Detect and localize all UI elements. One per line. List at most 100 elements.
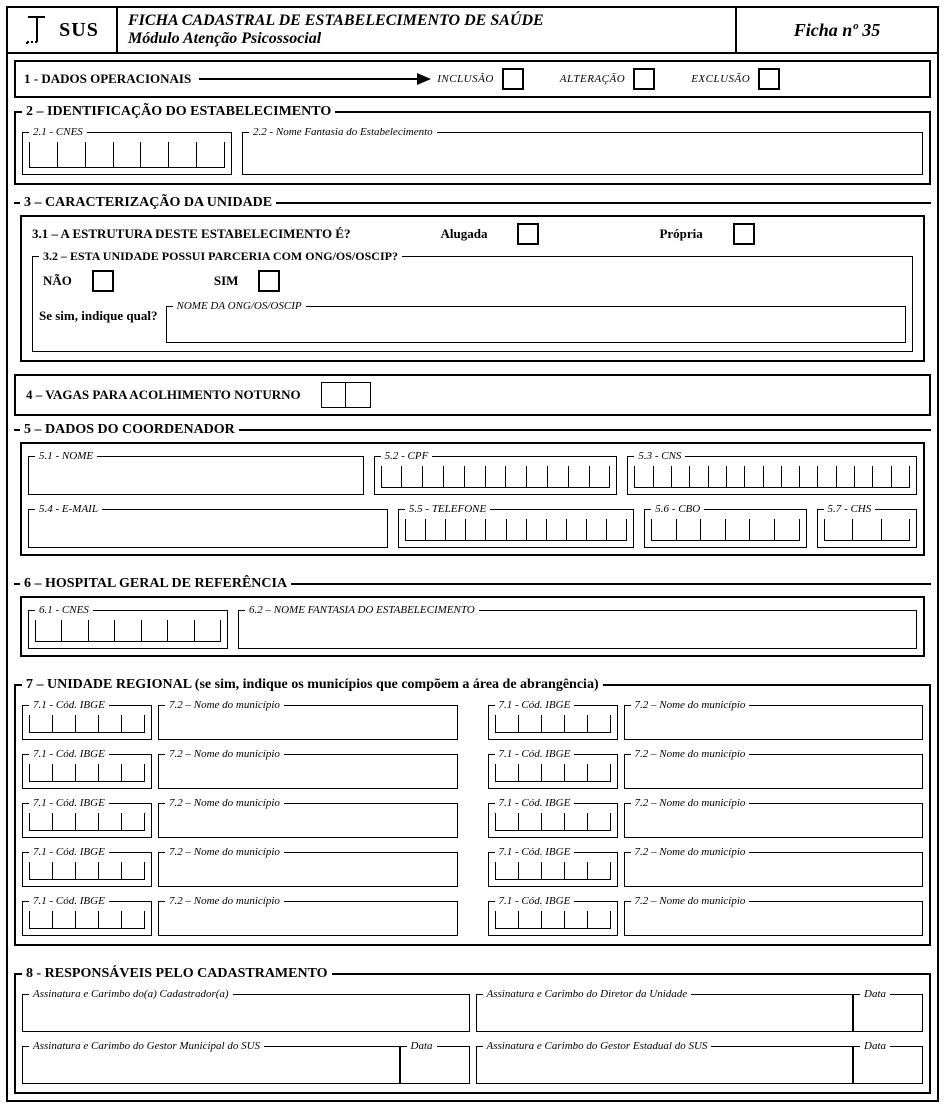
input-ibge[interactable] [29,764,145,782]
label-inclusao: INCLUSÃO [437,73,494,85]
input-telefone[interactable] [405,519,627,541]
input-ibge[interactable] [29,715,145,733]
input-municipio[interactable] [631,911,917,929]
input-municipio[interactable] [165,911,451,929]
label-7-1: 7.1 - Cód. IBGE [495,846,575,858]
label-7-2: 7.2 – Nome do município [165,748,284,760]
field-7-2-municipio: 7.2 – Nome do município [158,748,458,789]
checkbox-sim[interactable] [258,270,280,292]
section-8-responsaveis: 8 - RESPONSÁVEIS PELO CADASTRAMENTO Assi… [14,966,931,1094]
field-5-5-telefone: 5.5 - TELEFONE [398,503,634,548]
sec8-title: 8 - RESPONSÁVEIS PELO CADASTRAMENTO [22,966,332,982]
municipio-row: 7.1 - Cód. IBGE 7.2 – Nome do município [488,844,924,889]
field-7-1-ibge: 7.1 - Cód. IBGE [22,699,152,740]
input-municipio[interactable] [631,715,917,733]
sig-diretor-data[interactable]: Data [853,988,923,1032]
field-5-7-chs: 5.7 - CHS [817,503,917,548]
input-nome-fantasia[interactable] [249,142,916,168]
input-ibge[interactable] [495,764,611,782]
sec3-title: 3 – CARACTERIZAÇÃO DA UNIDADE [20,195,276,211]
label-7-1: 7.1 - Cód. IBGE [495,895,575,907]
municipio-grid: 7.1 - Cód. IBGE7.2 – Nome do município7.… [22,697,923,938]
municipio-row: 7.1 - Cód. IBGE 7.2 – Nome do município [22,746,458,791]
checkbox-propria[interactable] [733,223,755,245]
input-hosp-nome[interactable] [245,620,910,642]
header-title-2: Módulo Atenção Psicossocial [128,30,725,48]
input-vagas[interactable] [321,382,371,408]
checkbox-alugada[interactable] [517,223,539,245]
field-6-1-cnes: 6.1 - CNES [28,604,228,649]
sig-diretor[interactable]: Assinatura e Carimbo do Diretor da Unida… [476,988,854,1032]
sig-est-data[interactable]: Data [853,1040,923,1084]
input-cns[interactable] [634,466,910,488]
sig-mun-data[interactable]: Data [400,1040,470,1084]
section-4-vagas: 4 – VAGAS PARA ACOLHIMENTO NOTURNO [14,374,931,416]
field-7-2-municipio: 7.2 – Nome do município [158,895,458,936]
field-7-1-ibge: 7.1 - Cód. IBGE [22,748,152,789]
label-data-2: Data [407,1040,437,1052]
field-7-1-ibge: 7.1 - Cód. IBGE [488,748,618,789]
sec3-inner: 3.1 – A ESTRUTURA DESTE ESTABELECIMENTO … [20,215,925,362]
field-7-2-municipio: 7.2 – Nome do município [624,797,924,838]
label-nao: NÃO [43,273,72,289]
input-hosp-cnes[interactable] [35,620,221,642]
sig-cadastrador[interactable]: Assinatura e Carimbo do(a) Cadastrador(a… [22,988,470,1032]
input-email[interactable] [35,519,381,541]
label-5-2: 5.2 - CPF [381,450,433,462]
label-sig-cad: Assinatura e Carimbo do(a) Cadastrador(a… [29,988,233,1000]
input-ibge[interactable] [29,813,145,831]
input-nome-ong[interactable] [173,316,900,336]
input-ibge[interactable] [29,911,145,929]
input-cnes[interactable] [29,142,225,168]
municipio-row: 7.1 - Cód. IBGE7.2 – Nome do município [488,893,924,938]
label-2-2: 2.2 - Nome Fantasia do Estabelecimento [249,126,437,138]
field-5-2-cpf: 5.2 - CPF [374,450,618,495]
input-municipio[interactable] [165,862,451,880]
q-3-1: 3.1 – A ESTRUTURA DESTE ESTABELECIMENTO … [32,226,350,242]
input-cpf[interactable] [381,466,611,488]
label-7-1: 7.1 - Cód. IBGE [29,748,109,760]
q-3-2: 3.2 – ESTA UNIDADE POSSUI PARCERIA COM O… [39,249,402,264]
input-municipio[interactable] [165,764,451,782]
label-sesim: Se sim, indique qual? [39,298,158,324]
input-municipio[interactable] [165,813,451,831]
label-7-2: 7.2 – Nome do município [631,699,750,711]
sig-gestor-municipal[interactable]: Assinatura e Carimbo do Gestor Municipal… [22,1040,400,1084]
label-sig-est: Assinatura e Carimbo do Gestor Estadual … [483,1040,712,1052]
input-municipio[interactable] [631,764,917,782]
label-7-1: 7.1 - Cód. IBGE [29,699,109,711]
checkbox-inclusao[interactable] [502,68,524,90]
label-7-2: 7.2 – Nome do município [631,846,750,858]
checkbox-nao[interactable] [92,270,114,292]
arrow-icon [199,78,429,80]
field-6-2-nome: 6.2 – NOME FANTASIA DO ESTABELECIMENTO [238,604,917,649]
input-nome-coord[interactable] [35,466,357,488]
sec6-title: 6 – HOSPITAL GERAL DE REFERÊNCIA [20,576,291,592]
section-7-unidade-regional: 7 – UNIDADE REGIONAL (se sim, indique os… [14,677,931,946]
field-7-1-ibge: 7.1 - Cód. IBGE [488,699,618,740]
input-ibge[interactable] [495,911,611,929]
checkbox-alteracao[interactable] [633,68,655,90]
field-7-1-ibge: 7.1 - Cód. IBGE [488,846,618,887]
input-ibge[interactable] [495,715,611,733]
municipio-row: 7.1 - Cód. IBGE 7.2 – Nome do município [488,795,924,840]
checkbox-exclusao[interactable] [758,68,780,90]
sig-gestor-estadual[interactable]: Assinatura e Carimbo do Gestor Estadual … [476,1040,854,1084]
label-5-4: 5.4 - E-MAIL [35,503,102,515]
sus-logo: SUS [8,8,118,52]
input-municipio[interactable] [631,813,917,831]
label-nome-ong: NOME DA ONG/OS/OSCIP [173,300,306,312]
section-3-caracterizacao: 3 – CARACTERIZAÇÃO DA UNIDADE 3.1 – A ES… [14,195,931,368]
input-municipio[interactable] [165,715,451,733]
input-ibge[interactable] [29,862,145,880]
label-exclusao: EXCLUSÃO [691,73,750,85]
section-6-hospital: 6 – HOSPITAL GERAL DE REFERÊNCIA 6.1 - C… [14,576,931,663]
input-municipio[interactable] [631,862,917,880]
sus-text: SUS [59,19,99,42]
input-chs[interactable] [824,519,910,541]
label-7-1: 7.1 - Cód. IBGE [495,797,575,809]
input-ibge[interactable] [495,813,611,831]
field-7-1-ibge: 7.1 - Cód. IBGE [22,797,152,838]
input-ibge[interactable] [495,862,611,880]
input-cbo[interactable] [651,519,799,541]
